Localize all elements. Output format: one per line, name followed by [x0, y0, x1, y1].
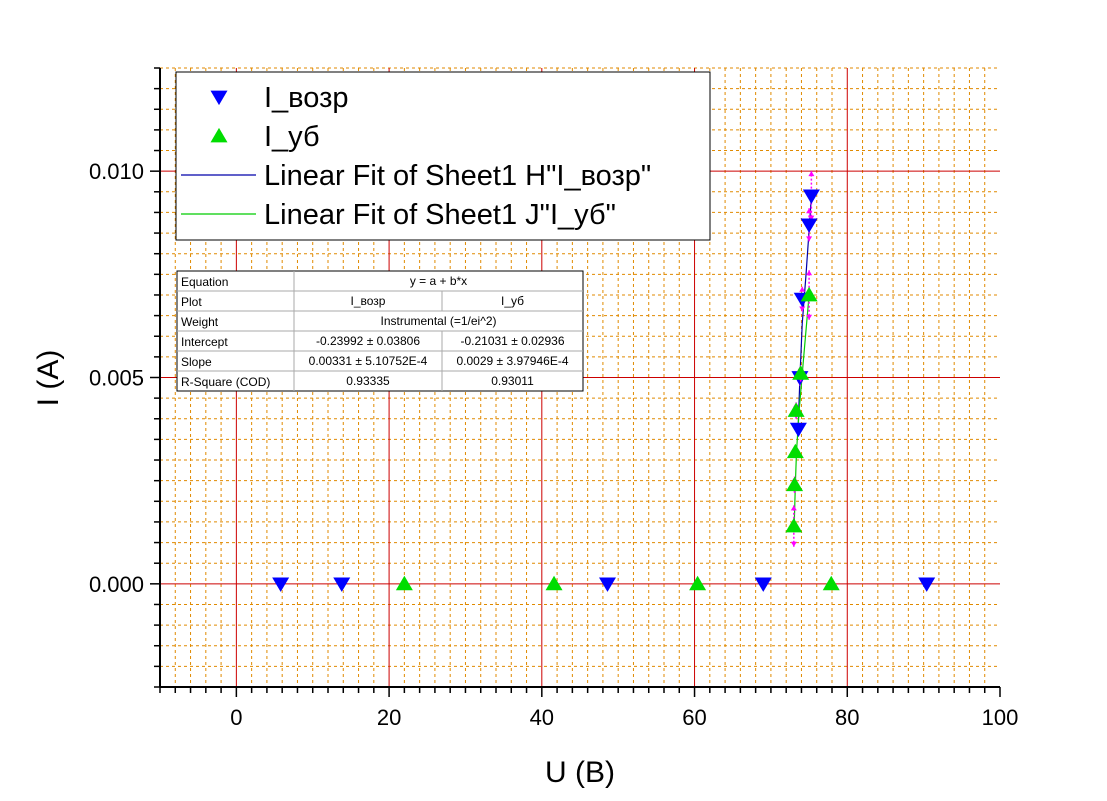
fit-table-row-label: Plot [181, 295, 202, 309]
data-point-down-triangle [333, 577, 351, 592]
data-point-up-triangle [787, 402, 805, 417]
error-bar-cap [790, 541, 797, 547]
data-point-up-triangle [395, 575, 413, 591]
x-tick-label: 20 [377, 705, 401, 730]
data-point-up-triangle [689, 575, 707, 591]
fit-table-cell: 0.0029 ± 3.97946E-4 [456, 354, 568, 368]
legend-label: Linear Fit of Sheet1 J"I_уб" [264, 199, 616, 231]
fit-table-cell: 0.93335 [346, 374, 390, 388]
y-axis-title: I (A) [32, 350, 65, 407]
fit-table-row-label: Intercept [181, 335, 228, 349]
data-point-up-triangle [792, 365, 810, 380]
data-point-down-triangle [802, 189, 820, 205]
x-tick-label: 100 [982, 705, 1019, 730]
fit-table-row-label: Weight [181, 315, 219, 329]
fit-table-cell: Instrumental (=1/ei^2) [380, 314, 496, 328]
x-tick-label: 40 [530, 705, 554, 730]
fit-lines [793, 195, 812, 527]
fit-table-cell: I_уб [501, 294, 524, 308]
fit-table-cell: I_возр [351, 294, 386, 308]
legend-label: Linear Fit of Sheet1 H"I_возр" [264, 160, 651, 192]
data-point-down-triangle [272, 577, 290, 592]
y-tick-label: 0.010 [89, 159, 144, 184]
data-point-up-triangle [785, 517, 803, 533]
error-bar-cap [799, 286, 806, 292]
error-bar-cap [808, 215, 815, 221]
data-point-down-triangle [800, 218, 818, 233]
y-tick-label: 0.005 [89, 366, 144, 391]
error-bar-cap [808, 171, 815, 177]
fit-table-row-label: Slope [181, 355, 212, 369]
legend-label: I_возр [264, 82, 349, 114]
data-point-up-triangle [800, 286, 818, 302]
fit-table-row-label: R-Square (COD) [181, 375, 270, 389]
error-bar-cap [806, 236, 813, 242]
data-point-up-triangle [786, 443, 804, 459]
fit-table-cell: -0.21031 ± 0.02936 [460, 334, 564, 348]
data-point-up-triangle [545, 575, 563, 591]
x-tick-label: 60 [682, 705, 706, 730]
data-point-down-triangle [210, 90, 228, 106]
axes: 0 20 40 60 80 100 0.000 0.005 0.010 [89, 67, 1019, 730]
error-bar-cap [799, 306, 806, 312]
fit-table-cell: 0.93011 [491, 374, 534, 388]
data-point-down-triangle [789, 422, 807, 438]
data-point-down-triangle [754, 577, 772, 592]
error-bar-cap [806, 270, 813, 276]
data-point-up-triangle [210, 127, 228, 143]
fit-table: Equation y = a + b*x Plot I_возр I_уб Weight I… [176, 270, 584, 392]
legend-box [175, 71, 711, 241]
error-bar-cap [806, 208, 813, 214]
error-bar-cap [790, 505, 797, 511]
fit-table-cell: -0.23992 ± 0.03806 [316, 334, 420, 348]
error-bar-cap [806, 314, 813, 320]
fit-table-cell: y = a + b*x [410, 274, 467, 288]
data-points [272, 171, 936, 592]
data-point-down-triangle [918, 577, 936, 592]
data-point-up-triangle [822, 575, 840, 591]
x-axis-title: U (В) [545, 756, 615, 789]
x-tick-label: 0 [230, 705, 242, 730]
fit-table-row-label: Equation [181, 275, 228, 289]
data-point-down-triangle [598, 577, 616, 592]
fit-table-cell: 0.00331 ± 5.10752E-4 [309, 354, 428, 368]
legend: I_возр I_уб Linear Fit of Sheet1 H"I_возр"… [175, 71, 711, 241]
y-tick-label: 0.000 [89, 572, 144, 597]
legend-label: I_уб [264, 121, 320, 153]
x-tick-label: 80 [835, 705, 859, 730]
data-point-up-triangle [786, 476, 804, 492]
